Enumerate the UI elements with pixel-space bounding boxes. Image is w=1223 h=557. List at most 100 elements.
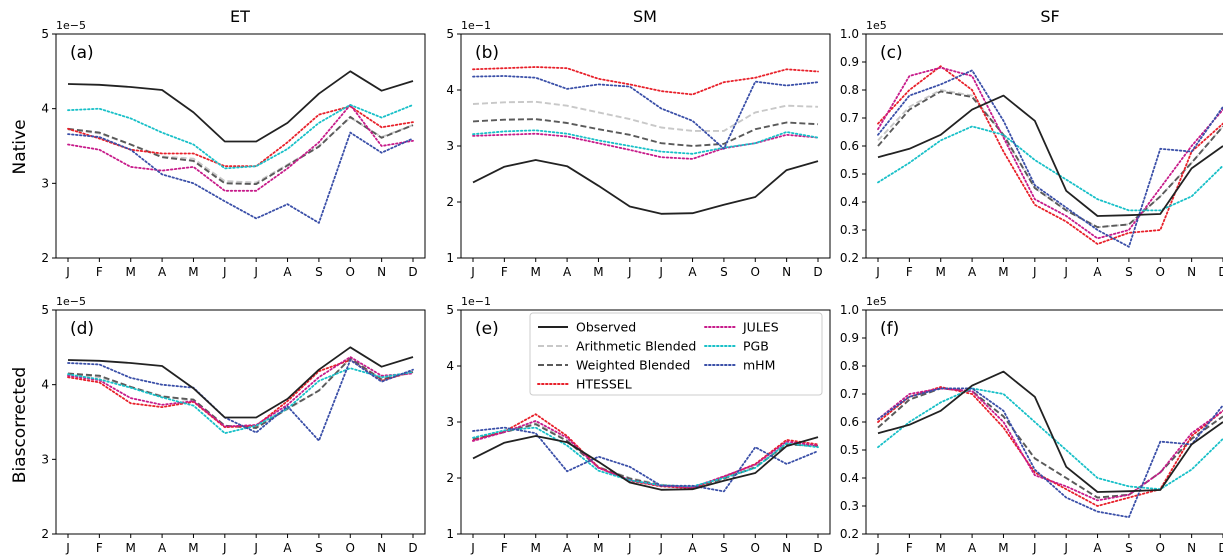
x-tick-label: F <box>501 541 508 555</box>
x-tick-label: D <box>1218 541 1223 555</box>
x-tick-label: O <box>346 541 355 555</box>
panel-f: 0.2 0.3 0.4 0.5 0.6 0.7 0.8 0.9 1.0 J F M A M J J A S O N D 1… <box>840 295 1223 555</box>
legend-label: PGB <box>743 339 769 354</box>
x-tick-label: M <box>188 265 198 279</box>
series-line-htessel <box>877 65 1223 245</box>
y-tick-label: 0.7 <box>840 387 859 401</box>
x-tick-label: M <box>998 541 1008 555</box>
x-tick-label: M <box>531 265 541 279</box>
y-tick-label: 2 <box>446 471 454 485</box>
x-tick-label: S <box>1125 541 1133 555</box>
y-tick-label: 0.9 <box>840 55 859 69</box>
series-line-jules <box>67 104 414 192</box>
axis-multiplier: 1e5 <box>866 19 887 32</box>
y-tick-label: 1.0 <box>840 27 859 41</box>
y-tick-label: 0.5 <box>840 443 859 457</box>
y-tick-label: 3 <box>446 139 454 153</box>
series-line-mhm <box>67 359 414 442</box>
y-tick-label: 5 <box>41 27 49 41</box>
y-tick-label: 0.5 <box>840 167 859 181</box>
y-tick-label: 2 <box>41 527 49 541</box>
x-tick-label: A <box>968 265 977 279</box>
y-tick-label: 0.7 <box>840 111 859 125</box>
x-tick-label: N <box>377 541 386 555</box>
x-tick-label: M <box>936 541 946 555</box>
y-tick-label: 3 <box>446 415 454 429</box>
x-tick-label: J <box>470 265 475 279</box>
x-tick-label: O <box>1156 265 1165 279</box>
y-tick-label: 3 <box>41 176 49 190</box>
x-tick-label: M <box>126 541 136 555</box>
series-line-jules <box>877 66 1223 240</box>
panel-label: (b) <box>475 43 499 63</box>
x-tick-label: A <box>158 541 167 555</box>
x-tick-label: S <box>315 265 323 279</box>
y-tick-label: 1.0 <box>840 303 859 317</box>
x-tick-label: O <box>751 265 760 279</box>
series-line-pgb <box>472 426 819 488</box>
x-tick-label: N <box>782 265 791 279</box>
series-line-weighted-blended <box>877 387 1223 499</box>
legend-label: Observed <box>576 320 636 335</box>
col-title-et: ET <box>230 7 250 26</box>
x-tick-label: J <box>658 265 663 279</box>
x-tick-label: M <box>188 541 198 555</box>
series-line-pgb <box>67 104 414 170</box>
x-tick-label: J <box>1063 265 1068 279</box>
x-tick-label: J <box>253 265 258 279</box>
y-tick-label: 0.2 <box>840 251 859 265</box>
y-tick-label: 1 <box>446 251 454 265</box>
legend-label: Weighted Blended <box>576 358 690 373</box>
panel-e: 1 2 3 4 5 J F M A M J J A S O N D 1e−1 (e) <box>446 295 831 555</box>
y-tick-label: 0.9 <box>840 331 859 345</box>
series-line-weighted-blended <box>67 115 414 186</box>
x-tick-label: J <box>65 541 70 555</box>
y-tick-label: 0.3 <box>840 223 859 237</box>
x-tick-label: D <box>813 265 822 279</box>
series-line-weighted-blended <box>472 118 819 147</box>
series-line-pgb <box>472 129 819 155</box>
panel-label: (e) <box>475 319 499 339</box>
x-tick-label: J <box>253 541 258 555</box>
y-tick-label: 5 <box>446 27 454 41</box>
x-tick-label: J <box>65 265 70 279</box>
series-line-mhm <box>67 131 414 224</box>
series-line-observed <box>472 435 819 491</box>
axis-multiplier: 1e5 <box>866 295 887 308</box>
series-line-mhm <box>472 75 819 150</box>
panel-d: 2 3 4 5 J F M A M J J A S O N D 1e−5 (d) <box>41 295 426 555</box>
y-tick-label: 0.8 <box>840 83 859 97</box>
x-tick-label: J <box>222 265 227 279</box>
axis-multiplier: 1e−1 <box>461 295 491 308</box>
panel-label: (c) <box>880 43 903 63</box>
series-line-htessel <box>472 66 819 96</box>
x-tick-label: A <box>283 265 292 279</box>
x-tick-label: D <box>1218 265 1223 279</box>
plot-frame <box>865 33 1223 259</box>
x-tick-label: N <box>782 541 791 555</box>
y-tick-label: 3 <box>41 452 49 466</box>
series-line-arithmetic-blended <box>877 89 1223 229</box>
plot-frame <box>460 33 831 259</box>
x-tick-label: A <box>158 265 167 279</box>
series-line-observed <box>67 346 414 419</box>
panel-a: 2 3 4 5 J F M A M J J A S O N D 1e−5 (a) <box>41 19 426 279</box>
x-tick-label: D <box>813 541 822 555</box>
y-tick-label: 4 <box>41 378 49 392</box>
panels: 2 3 4 5 J F M A M J J A S O N D 1e−5 (a) 1 2 3 4 5 J F M A M J J A S O N D… <box>41 19 1223 555</box>
legend-label: HTESSEL <box>576 377 632 392</box>
panel-label: (a) <box>70 43 94 63</box>
x-tick-label: S <box>720 265 728 279</box>
legend-label: mHM <box>743 358 775 373</box>
series-line-observed <box>877 370 1223 493</box>
x-tick-label: M <box>531 541 541 555</box>
x-tick-label: F <box>96 541 103 555</box>
legend: Observed Arithmetic Blended Weighted Blend… <box>529 312 823 396</box>
y-tick-label: 2 <box>41 251 49 265</box>
x-tick-label: M <box>593 541 603 555</box>
legend-label: JULES <box>742 320 779 335</box>
panel-c: 0.2 0.3 0.4 0.5 0.6 0.7 0.8 0.9 1.0 J F M A M J J A S O N D 1… <box>840 19 1223 279</box>
column-titles: ET SM SF <box>230 7 1060 26</box>
series-line-jules <box>472 132 819 160</box>
x-tick-label: J <box>875 265 880 279</box>
